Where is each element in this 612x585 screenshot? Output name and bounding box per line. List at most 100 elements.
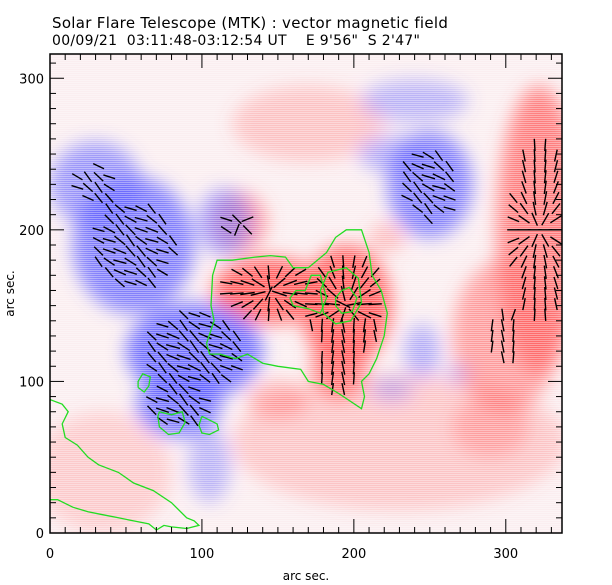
- field-vector: [351, 265, 357, 280]
- field-vector: [552, 181, 559, 194]
- field-vector: [412, 171, 424, 182]
- field-vector: [331, 340, 335, 353]
- field-vector: [135, 279, 148, 287]
- field-vector: [553, 149, 558, 162]
- y-axis-label: arc sec.: [3, 270, 17, 316]
- field-vector: [433, 161, 445, 172]
- field-vector: [124, 257, 137, 266]
- field-vector: [533, 138, 536, 152]
- field-vector: [146, 331, 157, 341]
- field-vector: [520, 255, 528, 268]
- field-vector: [330, 350, 335, 365]
- field-vector: [250, 291, 266, 296]
- field-vector: [199, 311, 211, 318]
- field-vector: [104, 214, 115, 225]
- field-vector: [360, 266, 369, 279]
- field-vector: [157, 373, 168, 384]
- field-vector: [421, 174, 436, 180]
- field-vector: [443, 206, 456, 211]
- field-vector: [83, 171, 93, 183]
- chart-title: Solar Flare Telescope (MTK) : vector mag…: [52, 14, 449, 32]
- field-vector: [412, 204, 424, 213]
- field-vector: [231, 214, 242, 225]
- field-vector: [521, 276, 527, 290]
- field-vector: [330, 255, 336, 268]
- field-vector: [219, 364, 233, 371]
- field-vector: [543, 180, 547, 195]
- field-vector: [544, 297, 547, 311]
- field-vector: [553, 276, 559, 290]
- field-vector: [551, 245, 561, 257]
- field-vector: [92, 236, 105, 244]
- field-vector: [71, 173, 83, 181]
- field-vector: [156, 385, 169, 393]
- field-vector: [93, 246, 104, 256]
- field-vector: [102, 248, 116, 254]
- field-vector: [168, 372, 178, 384]
- field-vector: [341, 328, 346, 343]
- field-vector: [166, 344, 181, 350]
- field-vector: [342, 255, 345, 269]
- field-vector: [146, 256, 158, 267]
- field-vector: [533, 286, 536, 301]
- contour-sw-outer: [50, 398, 201, 531]
- field-vector: [187, 363, 201, 372]
- field-vector: [241, 299, 254, 309]
- field-vector: [188, 312, 201, 318]
- field-vector: [267, 265, 271, 280]
- field-vector: [240, 291, 255, 296]
- field-vector: [219, 292, 233, 295]
- contour-inner-east: [319, 266, 363, 325]
- field-vector: [103, 183, 115, 192]
- field-vector: [179, 319, 189, 332]
- x-axis-label: arc sec.: [283, 569, 329, 583]
- field-vector: [115, 213, 125, 225]
- field-vector: [145, 238, 159, 243]
- field-vector: [533, 149, 536, 162]
- field-vector: [533, 170, 536, 184]
- obs-date: 00/09/21: [52, 33, 118, 49]
- field-vector: [198, 332, 212, 340]
- field-vector: [304, 281, 318, 285]
- contour-small-3: [198, 415, 220, 436]
- field-vector: [532, 244, 537, 258]
- y-tick-labels: 0 100 200 300: [19, 72, 44, 542]
- x-tick-label: 0: [46, 547, 54, 562]
- field-vector: [362, 340, 367, 353]
- field-vector: [166, 406, 180, 414]
- field-vector: [346, 301, 362, 307]
- field-vector: [240, 279, 255, 286]
- x-tick-label: 100: [190, 547, 215, 562]
- field-vector: [156, 268, 169, 277]
- field-vector: [341, 382, 346, 396]
- field-vector: [253, 266, 263, 279]
- field-vector: [125, 234, 136, 247]
- field-vector: [166, 353, 180, 361]
- field-vector: [209, 321, 222, 330]
- field-vector: [519, 245, 529, 257]
- field-vector: [176, 365, 191, 371]
- y-tick-label: 0: [36, 527, 44, 542]
- field-vector: [413, 181, 423, 194]
- field-vector: [219, 342, 233, 351]
- contour-small-1: [137, 372, 152, 393]
- field-vector: [104, 193, 114, 203]
- field-vector: [103, 174, 116, 180]
- field-vector: [178, 309, 189, 320]
- field-vector: [252, 298, 264, 310]
- contour-core-east: [334, 286, 358, 314]
- field-vector: [145, 226, 159, 233]
- x-tick-label: 300: [493, 547, 518, 562]
- field-vector: [233, 223, 240, 236]
- field-vector: [167, 320, 179, 331]
- field-vector: [423, 214, 433, 225]
- field-vector: [82, 194, 94, 202]
- plot-frame: [49, 53, 563, 534]
- field-vector: [158, 213, 167, 225]
- field-vector: [432, 184, 446, 190]
- field-vector: [124, 206, 137, 212]
- field-vector: [283, 279, 298, 287]
- field-vector: [508, 246, 519, 256]
- field-vector: [335, 299, 351, 309]
